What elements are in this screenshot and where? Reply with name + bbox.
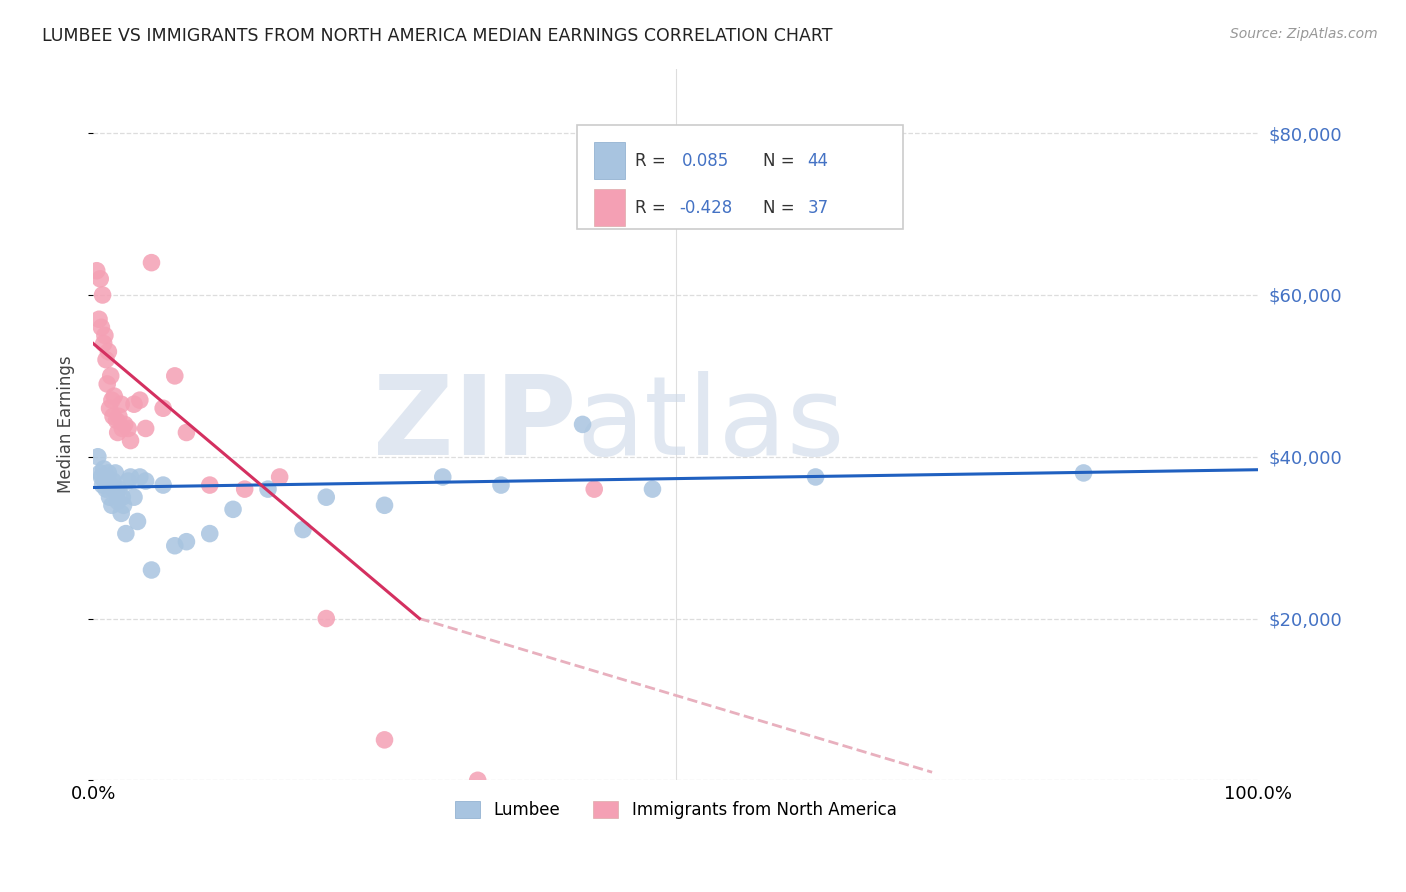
Point xyxy=(111,421,134,435)
Text: 44: 44 xyxy=(807,152,828,169)
Point xyxy=(91,478,114,492)
FancyBboxPatch shape xyxy=(595,189,624,227)
Point xyxy=(96,470,118,484)
Point xyxy=(127,515,149,529)
Text: N =: N = xyxy=(763,152,800,169)
Point xyxy=(122,397,145,411)
Point xyxy=(97,466,120,480)
Legend: Lumbee, Immigrants from North America: Lumbee, Immigrants from North America xyxy=(449,794,903,825)
Point xyxy=(98,401,121,416)
Text: LUMBEE VS IMMIGRANTS FROM NORTH AMERICA MEDIAN EARNINGS CORRELATION CHART: LUMBEE VS IMMIGRANTS FROM NORTH AMERICA … xyxy=(42,27,832,45)
Point xyxy=(128,393,150,408)
Point xyxy=(105,413,128,427)
Point xyxy=(198,526,221,541)
Point xyxy=(97,344,120,359)
Point xyxy=(96,376,118,391)
Point xyxy=(373,498,395,512)
Point xyxy=(93,462,115,476)
Point xyxy=(101,474,124,488)
Point xyxy=(641,482,664,496)
Text: N =: N = xyxy=(763,199,800,217)
Point xyxy=(291,523,314,537)
FancyBboxPatch shape xyxy=(595,142,624,179)
Point xyxy=(141,563,163,577)
Point xyxy=(120,470,142,484)
Point xyxy=(176,534,198,549)
Point xyxy=(571,417,593,432)
Point xyxy=(111,490,134,504)
Point xyxy=(100,478,122,492)
Point xyxy=(89,272,111,286)
Point xyxy=(112,498,135,512)
Point xyxy=(315,490,337,504)
Point xyxy=(87,450,110,464)
Point xyxy=(804,470,827,484)
Point xyxy=(269,470,291,484)
Text: Source: ZipAtlas.com: Source: ZipAtlas.com xyxy=(1230,27,1378,41)
Point xyxy=(432,470,454,484)
Point xyxy=(89,466,111,480)
Point xyxy=(103,389,125,403)
Point xyxy=(110,507,132,521)
Point xyxy=(100,368,122,383)
Point xyxy=(94,474,117,488)
Point xyxy=(110,397,132,411)
Point xyxy=(257,482,280,496)
Point xyxy=(104,466,127,480)
Point xyxy=(583,482,606,496)
Point xyxy=(105,486,128,500)
Point xyxy=(86,264,108,278)
Point xyxy=(93,336,115,351)
Point xyxy=(152,478,174,492)
Point xyxy=(101,498,124,512)
Point xyxy=(117,474,139,488)
Text: 0.085: 0.085 xyxy=(682,152,728,169)
Point xyxy=(98,490,121,504)
Point xyxy=(94,328,117,343)
Point xyxy=(94,482,117,496)
Point xyxy=(117,421,139,435)
Point xyxy=(198,478,221,492)
Text: ZIP: ZIP xyxy=(374,371,576,478)
Point xyxy=(176,425,198,440)
Point xyxy=(114,417,136,432)
Point xyxy=(87,312,110,326)
Point xyxy=(233,482,256,496)
Point xyxy=(122,490,145,504)
Point xyxy=(1073,466,1095,480)
Point xyxy=(101,393,124,408)
Point xyxy=(90,320,112,334)
Point xyxy=(163,368,186,383)
Point xyxy=(120,434,142,448)
Point xyxy=(489,478,512,492)
Point xyxy=(91,288,114,302)
Point xyxy=(373,732,395,747)
Point xyxy=(108,409,131,424)
Text: -0.428: -0.428 xyxy=(679,199,733,217)
Point xyxy=(107,494,129,508)
Point xyxy=(101,409,124,424)
Point xyxy=(315,611,337,625)
Text: 37: 37 xyxy=(807,199,828,217)
Point xyxy=(103,482,125,496)
Point xyxy=(94,352,117,367)
Point xyxy=(115,526,138,541)
Point xyxy=(135,474,157,488)
Point xyxy=(108,482,131,496)
Point xyxy=(467,773,489,788)
Point xyxy=(163,539,186,553)
Point xyxy=(128,470,150,484)
Point xyxy=(141,255,163,269)
Point xyxy=(222,502,245,516)
FancyBboxPatch shape xyxy=(576,126,903,228)
Point xyxy=(152,401,174,416)
Text: atlas: atlas xyxy=(576,371,845,478)
Text: R =: R = xyxy=(636,199,671,217)
Text: R =: R = xyxy=(636,152,671,169)
Point xyxy=(135,421,157,435)
Point xyxy=(107,425,129,440)
Point xyxy=(90,470,112,484)
Y-axis label: Median Earnings: Median Earnings xyxy=(58,356,75,493)
